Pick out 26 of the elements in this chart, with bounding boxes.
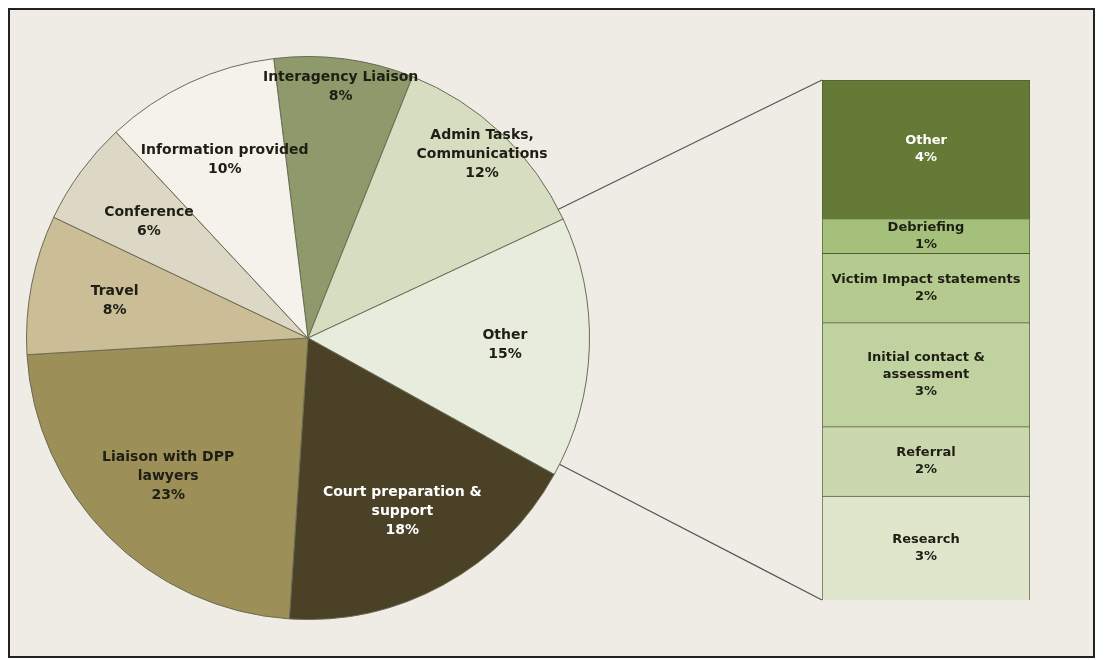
series-label: Research: [892, 530, 960, 546]
data-label: 12%: [465, 163, 499, 180]
slice-label: Travel: [90, 281, 139, 298]
slice-label: Conference: [104, 202, 194, 219]
slice-label: Other: [482, 326, 528, 343]
slice-label: Liaison with DPP lawyers: [102, 448, 235, 484]
series-label: Debriefing: [887, 218, 965, 234]
data-label: 2%: [914, 461, 938, 477]
data-label: 23%: [151, 486, 185, 503]
data-label: 4%: [914, 149, 938, 165]
data-label: 3%: [914, 383, 938, 399]
data-label: 15%: [488, 345, 522, 362]
data-label: 18%: [385, 520, 420, 537]
slice-label: Court preparation & support: [322, 482, 482, 518]
data-label: 1%: [914, 235, 938, 251]
data-label: 2%: [914, 287, 938, 303]
slice-label: Admin Tasks, Communications: [416, 125, 548, 161]
series-label: Referral: [896, 444, 956, 460]
series-label: Initial contact & assessment: [867, 349, 985, 382]
data-label: 6%: [137, 221, 161, 238]
data-label: 8%: [102, 300, 127, 317]
data-label: 8%: [328, 86, 353, 103]
data-label: 3%: [914, 547, 938, 563]
series-label: Victim Impact statements: [831, 270, 1021, 286]
series-label: Other: [905, 132, 948, 148]
data-label: 10%: [207, 159, 242, 176]
